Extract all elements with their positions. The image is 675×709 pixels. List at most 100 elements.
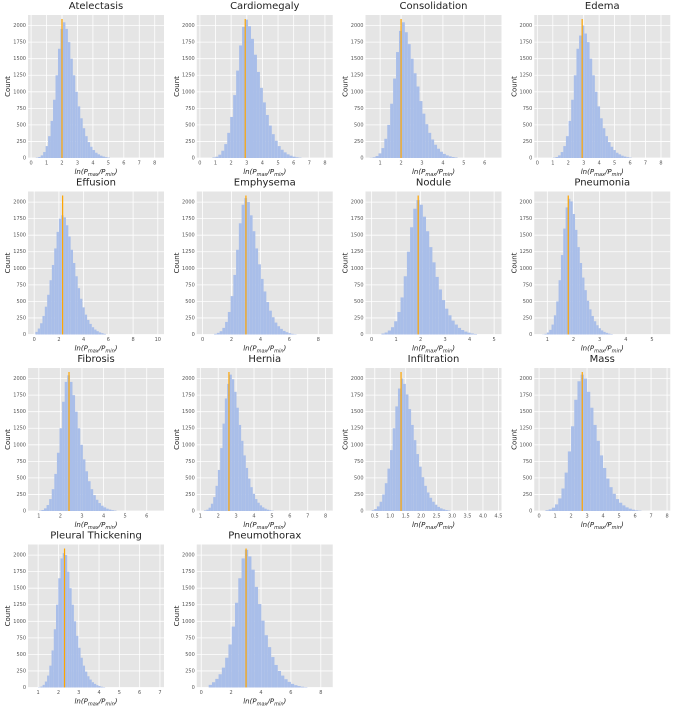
y-tick-label: 2000	[13, 200, 26, 206]
y-tick-label: 1250	[351, 73, 364, 79]
y-tick-label: 1000	[351, 442, 364, 448]
bar	[603, 331, 606, 335]
subplot: 0 250 500 750 1000 1250 1500 1750 2000 0 2 4 6 8 10 Eff…	[4, 178, 164, 354]
bar	[215, 156, 219, 158]
y-tick-label: 750	[354, 106, 364, 112]
bar	[576, 48, 580, 159]
bar	[80, 298, 83, 335]
x-tick-label: 7	[644, 161, 647, 167]
bar	[73, 621, 77, 688]
bar	[90, 489, 94, 511]
x-axis-label-part: /P	[266, 698, 274, 706]
bar	[38, 157, 41, 158]
x-tick-label: 3	[80, 514, 83, 520]
bar	[563, 146, 566, 158]
bar	[255, 248, 259, 335]
y-tick-label: 1000	[520, 89, 533, 95]
x-axis-label-part: ln(P	[74, 698, 88, 706]
bar	[413, 73, 417, 158]
bar	[467, 332, 471, 335]
x-axis-label-part: min	[274, 172, 283, 178]
bar	[230, 296, 234, 335]
bar	[622, 505, 626, 511]
bar	[260, 278, 264, 335]
bar	[589, 309, 592, 335]
x-axis-label: ln(Pmax/Pmin)	[581, 345, 624, 355]
bar	[259, 87, 263, 158]
x-tick-label: 4	[601, 514, 604, 520]
x-axis-label-part: min	[443, 348, 452, 354]
bar	[623, 156, 627, 158]
y-tick-label: 250	[354, 315, 364, 321]
bar	[227, 132, 231, 158]
x-axis-label: ln(Pmax/Pmin)	[74, 521, 117, 531]
bar	[434, 504, 438, 511]
bar	[44, 306, 48, 335]
bar	[384, 483, 388, 511]
bar	[425, 124, 429, 158]
x-axis-label-part: /P	[604, 345, 612, 353]
bar	[42, 684, 45, 688]
bar	[470, 333, 474, 335]
x-tick-label: 0.5	[371, 514, 379, 520]
bar	[612, 493, 616, 511]
bar	[597, 106, 601, 158]
bar	[58, 578, 61, 688]
y-tick-label: 1500	[13, 586, 26, 592]
x-axis-label-part: min	[274, 525, 283, 531]
bar	[405, 394, 409, 511]
y-tick-label: 500	[16, 299, 26, 305]
x-axis-label-part: min	[274, 348, 283, 354]
y-tick-label: 2000	[182, 200, 195, 206]
x-axis-label: ln(Pmax/Pmin)	[243, 698, 286, 708]
bar	[555, 504, 559, 511]
bar	[442, 153, 446, 158]
y-tick-label: 1500	[351, 409, 364, 415]
x-tick-label: 8	[319, 690, 322, 696]
bar	[88, 481, 91, 511]
y-tick-label: 250	[185, 492, 195, 498]
bar	[40, 155, 44, 158]
x-tick-label: 1	[45, 161, 48, 167]
x-axis-label-part: /P	[266, 345, 274, 353]
bar	[222, 327, 226, 335]
bar	[217, 469, 221, 511]
bar	[239, 45, 243, 158]
bar	[292, 156, 296, 158]
bar	[258, 604, 262, 688]
y-tick-label: 0	[529, 156, 532, 162]
bar	[290, 683, 295, 688]
bar	[269, 310, 272, 335]
bar	[442, 509, 446, 511]
bar	[277, 146, 281, 158]
bar	[560, 255, 564, 335]
bar	[579, 35, 582, 158]
subplot-title: Pleural Thickening	[50, 531, 142, 542]
x-axis-label: ln(Pmax/Pmin)	[412, 521, 455, 531]
bar	[72, 75, 76, 158]
bar	[227, 383, 230, 511]
bar	[236, 407, 239, 511]
bar	[62, 553, 65, 688]
bar	[45, 146, 49, 158]
y-tick-label: 1250	[520, 73, 533, 79]
x-axis-label-part: max	[425, 172, 436, 178]
bar	[390, 327, 395, 335]
x-tick-label: 1	[551, 161, 554, 167]
bar	[98, 332, 102, 335]
y-tick-label: 1500	[351, 233, 364, 239]
y-tick-label: 1250	[13, 73, 26, 79]
bar	[266, 509, 270, 511]
bar	[236, 249, 239, 335]
y-tick-label: 750	[16, 635, 26, 641]
subplot: 0 250 500 750 1000 1250 1500 1750 2000 0 1 2 3 4 5 6 7 8 C…	[173, 1, 333, 178]
x-axis-label-part: )	[620, 521, 624, 529]
bar	[104, 157, 108, 158]
bar	[416, 86, 420, 158]
x-axis-label-part: min	[612, 525, 621, 531]
y-tick-label: 750	[523, 282, 533, 288]
x-axis-label-part: /P	[604, 521, 612, 529]
x-tick-label: 2	[569, 514, 572, 520]
bar	[212, 157, 216, 158]
bar	[72, 395, 76, 511]
